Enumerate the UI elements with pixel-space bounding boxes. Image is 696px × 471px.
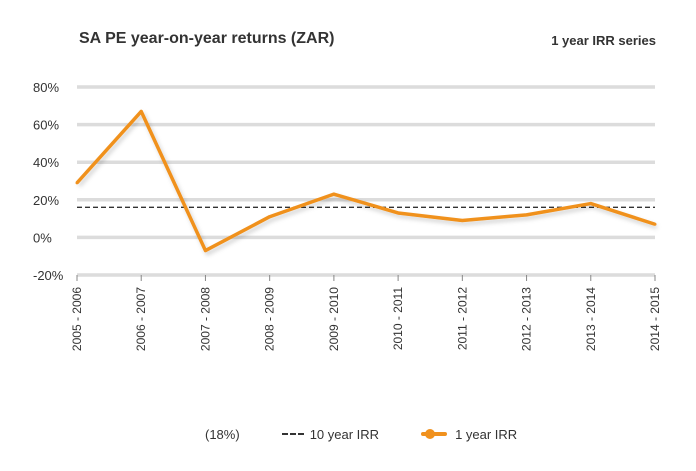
x-tick-label: 2010 - 2011 xyxy=(391,287,405,350)
y-tick-label: 80% xyxy=(33,80,59,95)
data-point xyxy=(139,109,143,113)
y-tick-label: 0% xyxy=(33,230,52,245)
dashed-line-icon xyxy=(281,433,304,435)
legend-label-18pct: (18%) xyxy=(205,426,240,442)
x-tick-label: 2012 - 2013 xyxy=(520,287,534,351)
x-tick-label: 2011 - 2012 xyxy=(455,287,469,350)
series-lines xyxy=(75,109,657,253)
legend-item-18pct: (18%) xyxy=(205,427,240,442)
legend-item-1yr: 1 year IRR xyxy=(421,427,517,442)
x-tick-label: 2013 - 2014 xyxy=(584,287,598,351)
data-point xyxy=(203,249,207,253)
data-point xyxy=(460,218,464,222)
gridlines xyxy=(77,85,655,277)
data-point xyxy=(525,213,529,217)
chart-title: SA PE year-on-year returns (ZAR) xyxy=(79,30,335,47)
x-tick-label: 2005 - 2006 xyxy=(70,287,84,351)
y-tick-label: 60% xyxy=(33,118,59,133)
y-tick-label: -20% xyxy=(33,268,64,283)
legend: (18%) 10 year IRR 1 year IRR xyxy=(205,425,559,443)
x-tick-label: 2009 - 2010 xyxy=(327,287,341,351)
x-tick-label: 2006 - 2007 xyxy=(134,287,148,351)
x-tick-label: 2014 - 2015 xyxy=(648,287,662,351)
x-tick-label: 2008 - 2009 xyxy=(263,287,277,351)
y-axis-ticks: -20% 0% 20% 40% 60% 80% xyxy=(33,80,64,283)
data-point xyxy=(396,211,400,215)
data-point xyxy=(589,202,593,206)
legend-label-1yr: 1 year IRR xyxy=(455,426,518,442)
data-point xyxy=(653,222,657,226)
series-line-1-year-irr xyxy=(75,109,656,253)
y-tick-label: 20% xyxy=(33,193,59,208)
chart-subtitle: 1 year IRR series xyxy=(551,33,656,48)
orange-line-marker-icon xyxy=(421,428,448,440)
x-axis-ticks: 2005 - 2006 2006 - 2007 2007 - 2008 2008 - … xyxy=(70,275,662,351)
y-tick-label: 40% xyxy=(33,155,59,170)
x-tick-label: 2007 - 2008 xyxy=(198,287,212,351)
data-point xyxy=(75,181,79,185)
data-point xyxy=(268,215,272,219)
legend-item-10yr: 10 year IRR xyxy=(281,426,380,442)
legend-label-10yr: 10 year IRR xyxy=(309,426,380,442)
data-point xyxy=(332,192,336,196)
